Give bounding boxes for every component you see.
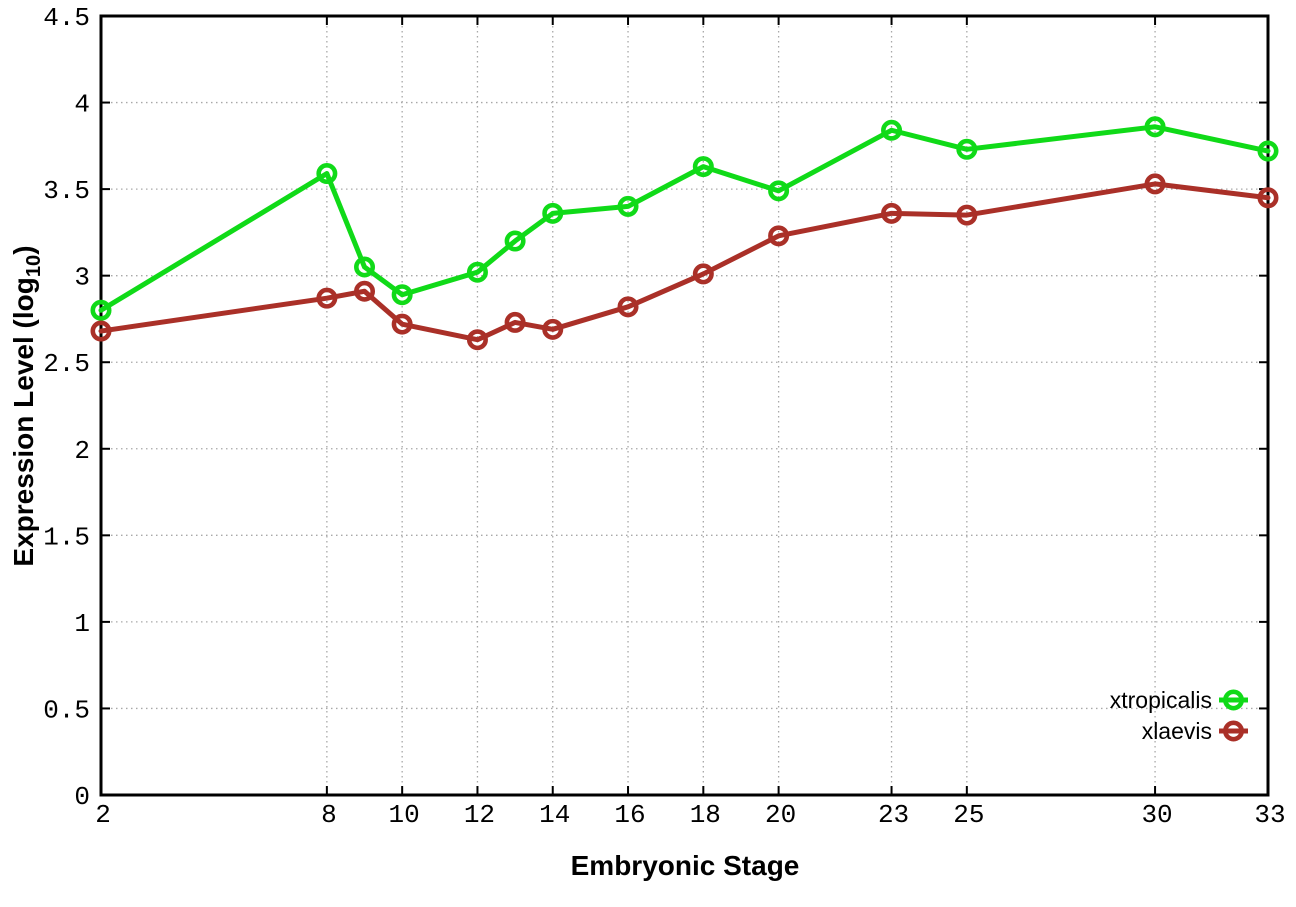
y-tick-label: 3 (74, 263, 90, 293)
legend-sample-marker-xtropicalis (1223, 689, 1245, 711)
data-point-marker-xtropicalis (1144, 116, 1166, 138)
data-point-marker-xtropicalis (1257, 140, 1279, 162)
legend-label-xtropicalis: xtropicalis (1110, 687, 1212, 713)
y-tick-label: 4 (74, 90, 90, 120)
y-tick-label: 0.5 (43, 695, 90, 725)
x-tick-label: 20 (765, 800, 796, 830)
x-tick-label: 2 (95, 800, 111, 830)
data-point-marker-xlaevis (1144, 173, 1166, 195)
x-tick-label: 18 (690, 800, 721, 830)
data-point-marker-xlaevis (316, 287, 338, 309)
data-point-marker-xlaevis (542, 318, 564, 340)
data-point-marker-xlaevis (466, 329, 488, 351)
x-tick-label: 30 (1141, 800, 1172, 830)
data-point-marker-xtropicalis (692, 156, 714, 178)
y-axis-title-subscript: 10 (22, 254, 45, 278)
x-axis-title: Embryonic Stage (570, 850, 800, 881)
data-point-marker-xlaevis (692, 263, 714, 285)
data-point-marker-xtropicalis (881, 119, 903, 141)
data-point-marker-xtropicalis (617, 195, 639, 217)
data-point-marker-xtropicalis (391, 284, 413, 306)
data-point-marker-xlaevis (881, 202, 903, 224)
x-tick-label: 16 (614, 800, 645, 830)
y-tick-label: 3.5 (43, 176, 90, 206)
legend-sample-marker-xlaevis (1223, 720, 1245, 742)
y-tick-label: 2.5 (43, 349, 90, 379)
y-axis-title-close: ) (8, 245, 40, 255)
data-point-marker-xtropicalis (354, 256, 376, 278)
x-tick-label: 14 (539, 800, 570, 830)
y-tick-label: 4.5 (43, 3, 90, 33)
x-tick-label: 23 (878, 800, 909, 830)
plot-border (99, 14, 1270, 797)
y-axis-title: Expression Level (log10) (8, 245, 46, 566)
x-tick-label: 10 (389, 800, 420, 830)
data-point-marker-xtropicalis (504, 230, 526, 252)
data-point-marker-xtropicalis (316, 163, 338, 185)
data-point-marker-xtropicalis (90, 299, 112, 321)
data-point-marker-xlaevis (354, 280, 376, 302)
data-point-marker-xlaevis (617, 296, 639, 318)
x-tick-label: 8 (321, 800, 337, 830)
x-tick-label: 25 (953, 800, 984, 830)
series-line-xlaevis (98, 181, 1271, 343)
y-tick-label: 1 (74, 609, 90, 639)
data-point-marker-xtropicalis (768, 180, 790, 202)
y-axis-title-text: Expression Level (log (8, 277, 40, 567)
legend-label-xlaevis: xlaevis (1142, 718, 1212, 744)
x-tick-label: 12 (464, 800, 495, 830)
data-point-marker-xlaevis (1257, 187, 1279, 209)
y-tick-label: 1.5 (43, 522, 90, 552)
data-point-marker-xlaevis (90, 320, 112, 342)
data-point-marker-xtropicalis (542, 202, 564, 224)
y-tick-label: 2 (74, 436, 90, 466)
data-point-marker-xlaevis (768, 225, 790, 247)
data-point-marker-xtropicalis (466, 261, 488, 283)
y-tick-label: 0 (74, 782, 90, 812)
data-point-marker-xtropicalis (956, 138, 978, 160)
x-tick-label: 33 (1254, 800, 1285, 830)
data-point-marker-xlaevis (956, 204, 978, 226)
data-point-marker-xlaevis (504, 311, 526, 333)
data-point-marker-xlaevis (391, 313, 413, 335)
